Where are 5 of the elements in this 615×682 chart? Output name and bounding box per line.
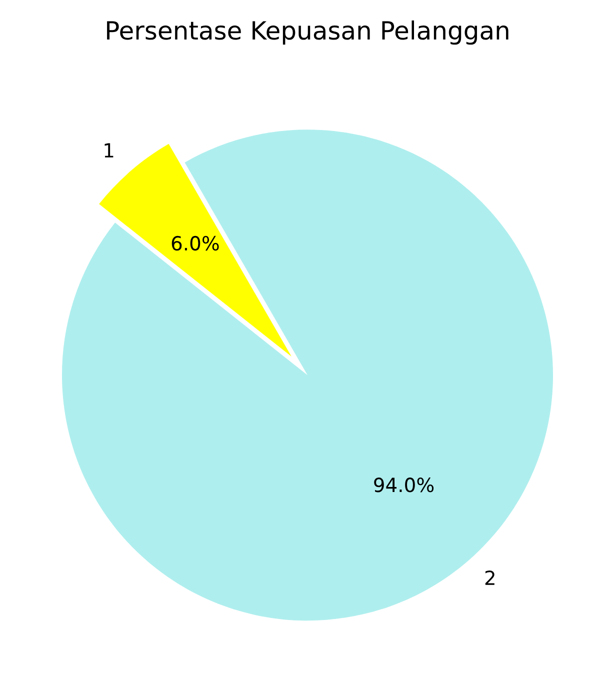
chart-title: Persentase Kepuasan Pelanggan: [107, 20, 508, 45]
slice-label: 2: [485, 570, 494, 585]
data-label: 94.0%: [374, 478, 434, 492]
slice-label: 1: [104, 143, 114, 158]
data-label: 6.0%: [172, 236, 219, 251]
